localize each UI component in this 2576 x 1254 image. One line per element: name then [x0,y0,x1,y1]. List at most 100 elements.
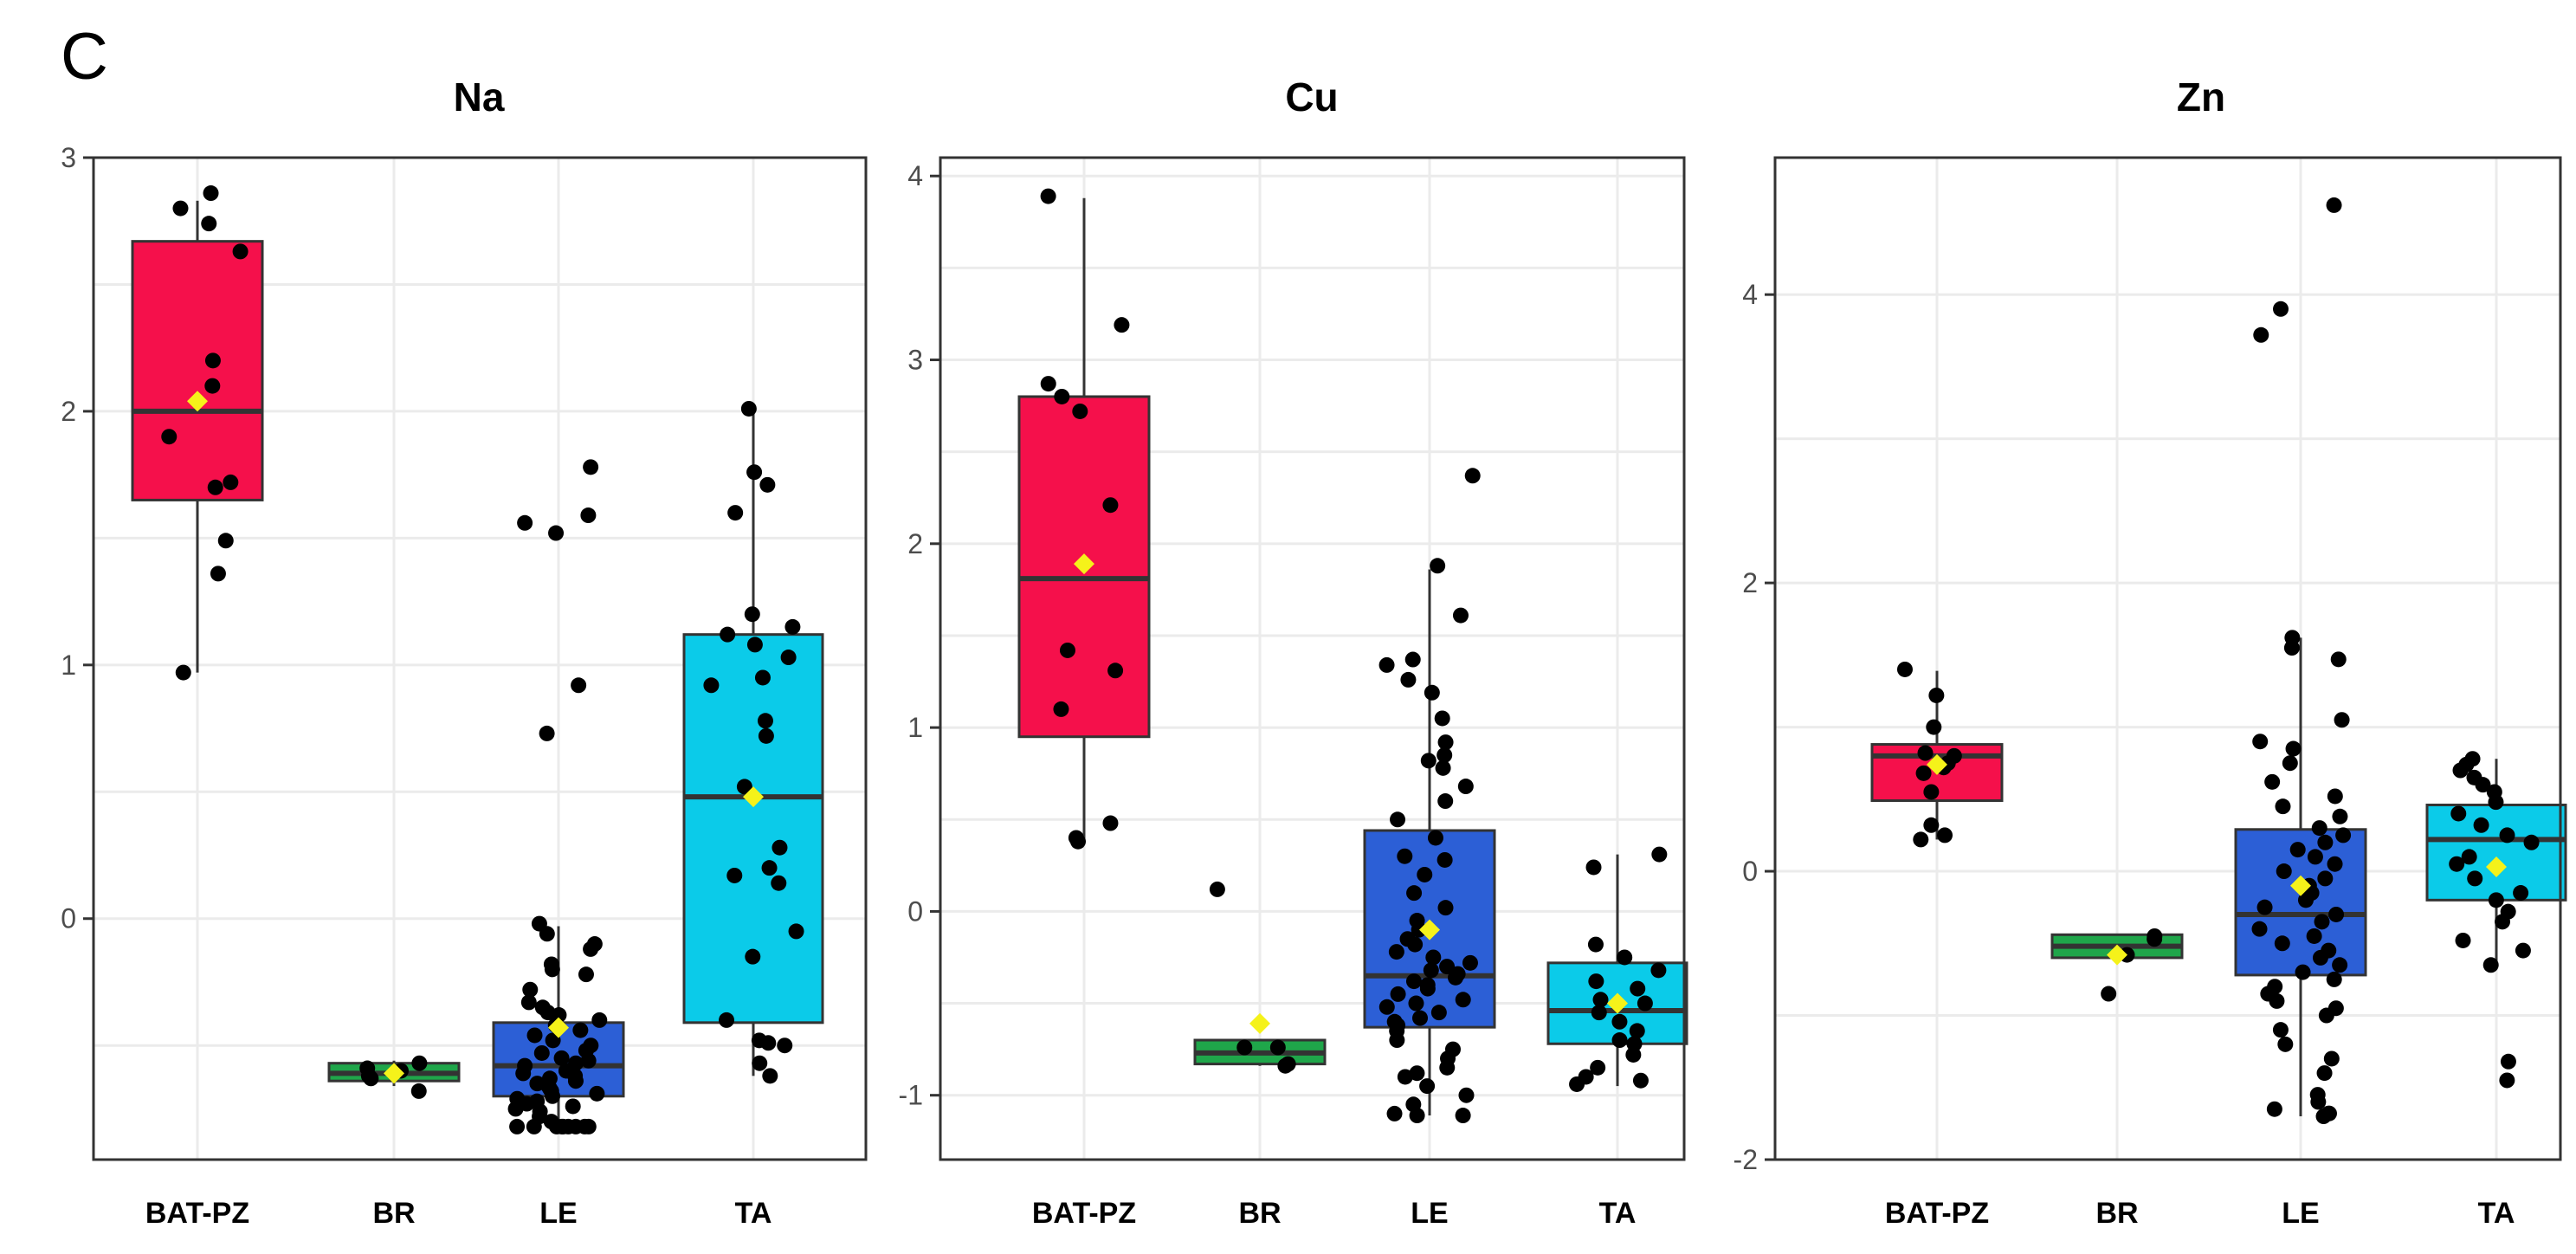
data-point [578,966,594,983]
data-point [2499,1072,2515,1089]
data-point [2499,827,2515,844]
box-ta [2425,759,2567,966]
data-point [1448,969,1464,986]
data-point [719,1012,735,1028]
data-point [1269,1039,1286,1056]
data-point [507,1101,524,1117]
y-tick-label: 0 [61,903,76,934]
data-point [223,474,239,490]
data-point [1397,1069,1413,1085]
data-point [754,669,771,686]
data-point [1437,900,1454,916]
data-point [1209,881,1225,897]
data-point [2276,863,2292,880]
data-point [1896,661,1913,677]
x-category-label: BAT-PZ [145,1197,249,1230]
mean-marker [2107,944,2127,966]
data-point [526,1118,542,1134]
data-point [545,1032,561,1049]
data-point [1411,921,1427,938]
data-point [1629,1023,1645,1039]
data-point [1455,992,1471,1008]
data-point [1419,1078,1436,1095]
data-point [580,507,597,524]
mean-marker [2290,875,2311,896]
data-point [2314,914,2330,930]
data-point [2467,870,2483,887]
data-point [1072,403,1088,419]
data-point [210,566,226,582]
data-point [2272,1022,2289,1038]
plot-frame [939,156,1686,1161]
data-point [780,650,797,666]
mean-marker [187,391,208,412]
data-point [2326,197,2342,213]
y-tick-label: 2 [61,396,76,427]
x-category-label: TA [1599,1197,1637,1230]
data-point [567,1073,584,1089]
data-point [526,1027,543,1044]
data-point [1437,793,1454,810]
data-point [762,1068,778,1084]
panel-cu: Cu -1 0 1 2 3 4 BAT-PZ BR LE TA [899,74,1688,1230]
data-point [589,1085,605,1102]
data-point [2318,1007,2334,1024]
data-point [515,1065,532,1082]
data-point [1070,833,1087,850]
data-point [2273,301,2289,317]
y-tick-label: 1 [61,650,76,681]
data-point [1637,995,1653,1012]
data-point [2332,808,2348,824]
box-bat-pz [1017,197,1151,844]
data-point [1400,671,1417,688]
data-point [204,352,221,369]
data-point [539,926,555,942]
data-point [1040,188,1056,204]
data-point [1632,1072,1649,1089]
data-point [1928,687,1945,703]
plot-frame [1773,156,2562,1161]
data-point [1650,962,1667,979]
data-point [2101,986,2117,1002]
data-point [788,923,804,940]
data-point [1412,1010,1429,1026]
data-point [1424,684,1440,701]
data-point [217,533,234,549]
data-point [1587,936,1604,953]
data-point [1437,734,1454,751]
data-point [2251,921,2268,937]
data-point [2452,762,2469,779]
data-point [2312,949,2328,966]
data-point [1590,1059,1606,1076]
box-body [131,240,264,501]
data-point [2315,1109,2332,1125]
data-point [1390,811,1406,828]
data-point [2306,928,2322,944]
mean-marker [1607,992,1628,1014]
y-tick-label: -1 [899,1080,923,1111]
data-point [752,1055,768,1071]
mean-marker [1419,919,1440,940]
data-point [740,400,757,417]
box-ta [682,408,824,1076]
mean-marker [1074,553,1094,575]
data-point [1053,701,1069,717]
data-point [1407,936,1424,953]
data-point [2513,885,2529,902]
data-point [760,1035,777,1051]
data-point [1114,317,1130,333]
data-point [703,677,720,694]
data-point [232,243,249,260]
y-tick-label: 0 [1742,856,1758,887]
data-point [161,429,178,445]
data-point [571,677,587,694]
data-point [1102,815,1119,831]
y-tick-label: 4 [1742,279,1758,310]
data-point [2295,964,2311,980]
data-point [553,1050,570,1066]
data-point [2285,740,2302,757]
data-point [1378,999,1395,1015]
data-point [2461,849,2477,865]
data-point [759,476,776,493]
